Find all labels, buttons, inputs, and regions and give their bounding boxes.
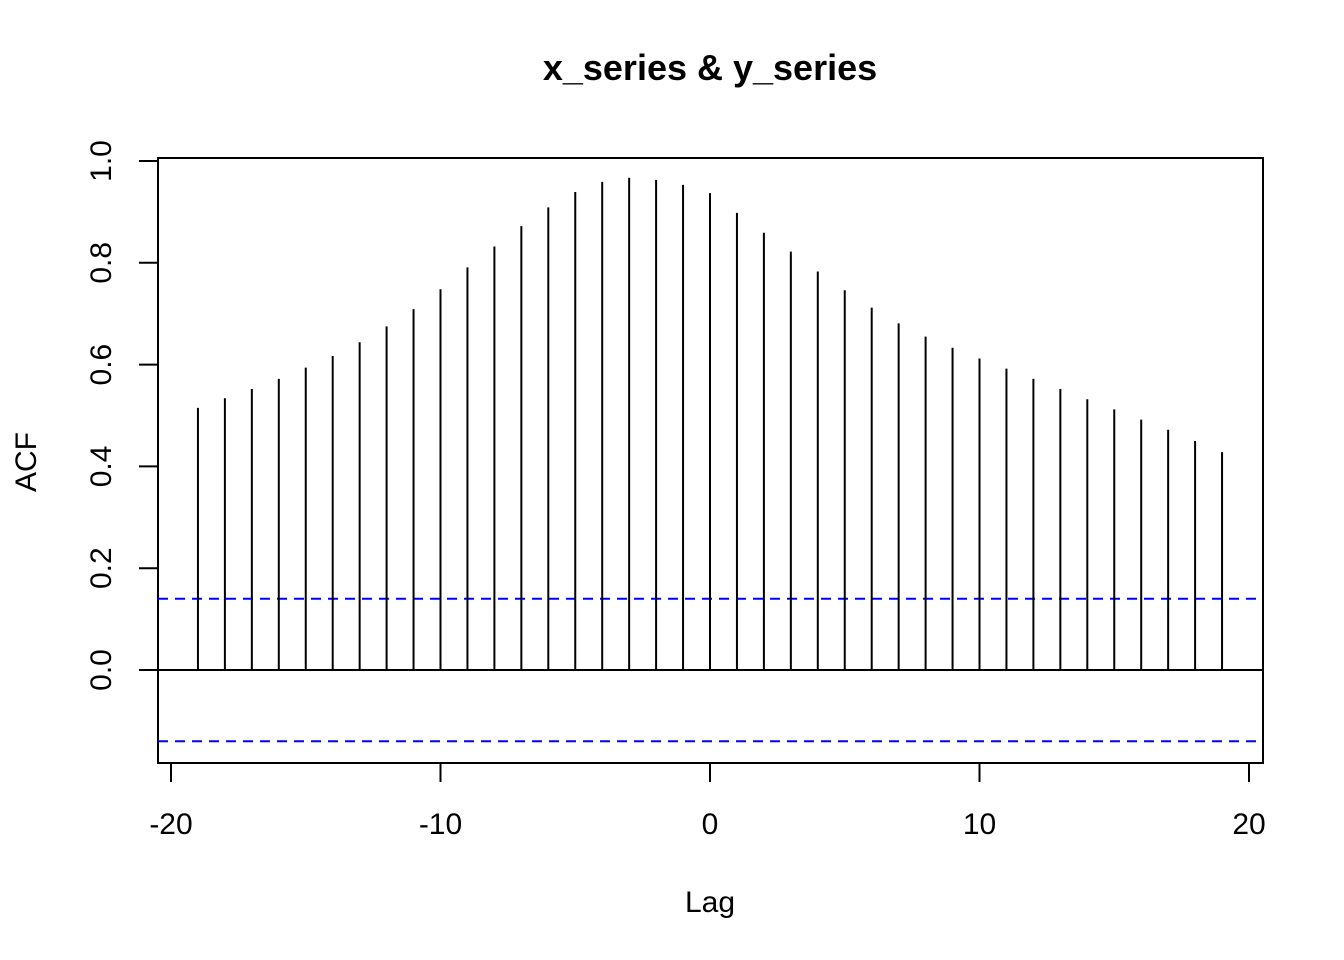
y-tick-label: 0.2 xyxy=(85,547,118,589)
x-axis-label: Lag xyxy=(685,886,735,919)
chart-marks: -20 -10 0 10 20 0.0 0.2 0.4 0.6 0.8 1.0 xyxy=(85,140,1266,841)
y-tick-label: 1.0 xyxy=(85,140,118,182)
x-tick-label: 20 xyxy=(1232,808,1265,841)
y-tick-label: 0.0 xyxy=(85,649,118,691)
x-tick-label: -20 xyxy=(149,808,192,841)
y-tick-label: 0.8 xyxy=(85,242,118,284)
y-tick-label: 0.4 xyxy=(85,446,118,488)
x-tick-label: 10 xyxy=(963,808,996,841)
y-tick-label: 0.6 xyxy=(85,344,118,386)
chart-title: x_series & y_series xyxy=(543,47,877,88)
x-tick-label: -10 xyxy=(419,808,462,841)
y-axis-label: ACF xyxy=(10,432,43,492)
x-tick-label: 0 xyxy=(702,808,719,841)
